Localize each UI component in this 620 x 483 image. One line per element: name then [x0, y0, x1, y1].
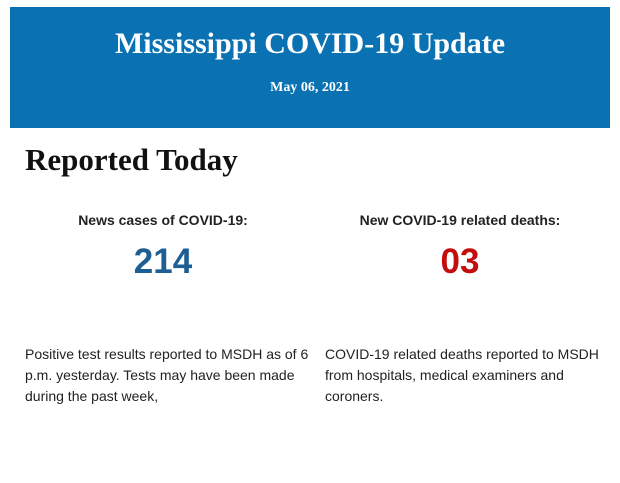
stat-description: COVID-19 related deaths reported to MSDH…: [325, 346, 599, 404]
stat-value: 214: [133, 242, 193, 281]
stat-label: News cases of COVID-19:: [78, 212, 248, 228]
header-banner: Mississippi COVID-19 Update May 06, 2021: [10, 7, 610, 128]
stat-column: New COVID-19 related deaths: 03: [315, 212, 605, 282]
section-title: Reported Today: [25, 142, 238, 177]
stat-column: News cases of COVID-19: 214: [18, 212, 308, 282]
header-date: May 06, 2021: [270, 80, 350, 95]
stat-description: Positive test results reported to MSDH a…: [25, 346, 309, 404]
header-title: Mississippi COVID-19 Update: [114, 27, 506, 60]
stat-label: New COVID-19 related deaths:: [359, 212, 561, 228]
stat-value: 03: [440, 242, 480, 281]
